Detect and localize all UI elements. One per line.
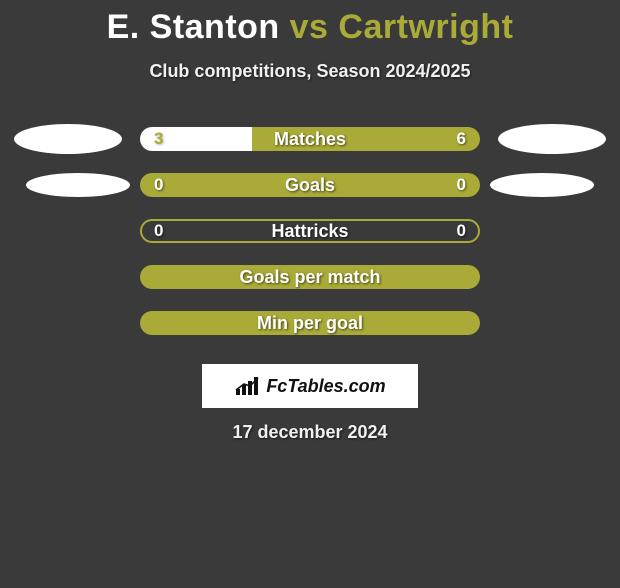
stat-row-matches: 3 6 Matches xyxy=(8,116,612,162)
left-value: 3 xyxy=(140,127,177,151)
stat-row-min-per-goal: Min per goal xyxy=(8,300,612,346)
stat-bar: 3 6 Matches xyxy=(140,127,480,151)
bar-fill xyxy=(140,265,480,289)
player2-marker xyxy=(490,173,594,197)
player2-marker xyxy=(498,124,606,154)
left-value: 0 xyxy=(140,219,177,243)
stat-label: Hattricks xyxy=(140,219,480,243)
left-value: 0 xyxy=(140,173,177,197)
right-value: 0 xyxy=(443,219,480,243)
player2-name: Cartwright xyxy=(338,8,513,46)
subtitle: Club competitions, Season 2024/2025 xyxy=(0,61,620,82)
stat-bar: Goals per match xyxy=(140,265,480,289)
logo-text: FcTables.com xyxy=(266,376,385,397)
stat-bar: Min per goal xyxy=(140,311,480,335)
bars-icon xyxy=(234,375,260,397)
bar-fill xyxy=(140,311,480,335)
stat-row-hattricks: 0 0 Hattricks xyxy=(8,208,612,254)
player1-marker xyxy=(26,173,130,197)
stat-bar: 0 0 Hattricks xyxy=(140,219,480,243)
fctables-logo: FcTables.com xyxy=(202,364,418,408)
right-value: 6 xyxy=(443,127,480,151)
bar-fill xyxy=(140,173,480,197)
player1-marker xyxy=(14,124,122,154)
stat-row-goals-per-match: Goals per match xyxy=(8,254,612,300)
vs-text: vs xyxy=(290,8,329,46)
comparison-title: E. Stanton vs Cartwright xyxy=(0,8,620,47)
date-text: 17 december 2024 xyxy=(0,422,620,443)
stat-row-goals: 0 0 Goals xyxy=(8,162,612,208)
right-value: 0 xyxy=(443,173,480,197)
comparison-chart: 3 6 Matches 0 0 Goals 0 0 Hattricks Goal… xyxy=(0,116,620,346)
stat-bar: 0 0 Goals xyxy=(140,173,480,197)
player1-name: E. Stanton xyxy=(107,8,280,46)
